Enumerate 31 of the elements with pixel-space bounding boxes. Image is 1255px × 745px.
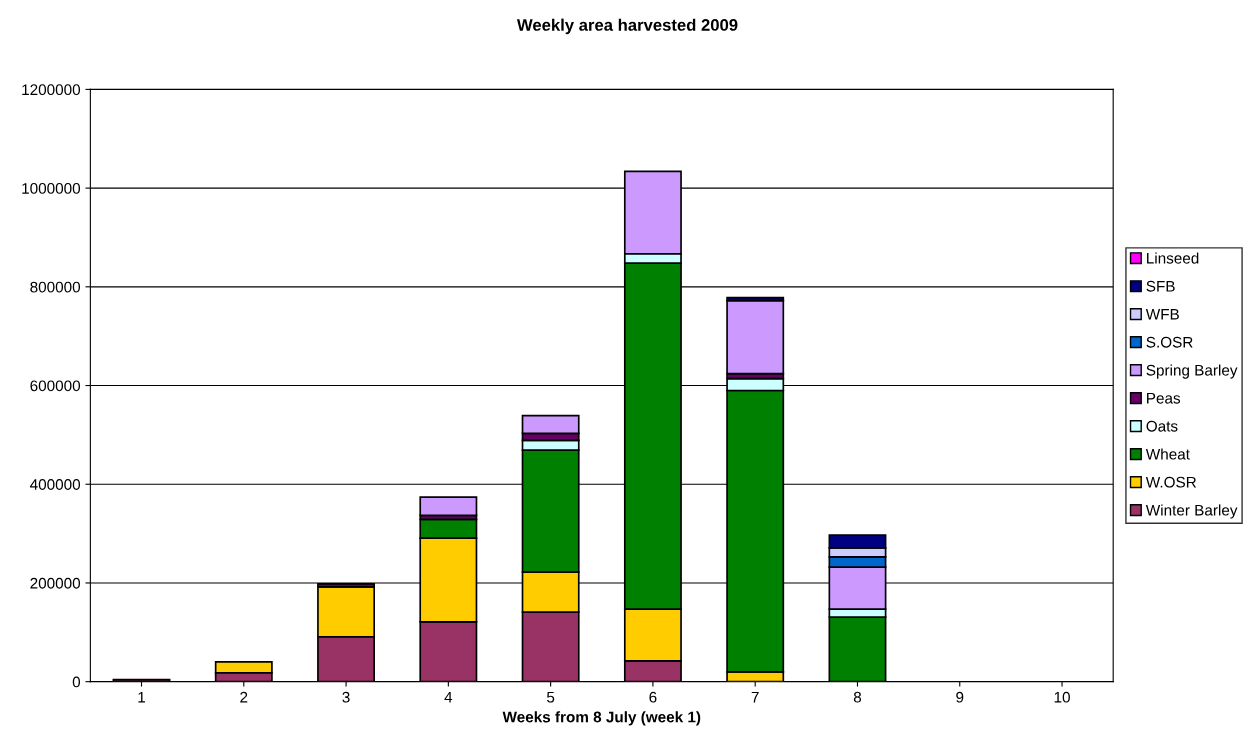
y-tick-label: 400000: [30, 479, 81, 490]
legend-label: Oats: [1146, 420, 1178, 432]
x-tick-label: 7: [751, 691, 759, 703]
x-tick-label: 6: [649, 691, 657, 703]
y-tick-label: 600000: [30, 380, 81, 392]
y-tick-label: 1000000: [22, 182, 81, 194]
x-tick-label: 4: [444, 691, 453, 703]
legend-label: W.OSR: [1145, 476, 1197, 488]
legend-label: WFB: [1145, 309, 1179, 320]
legend-label: Spring Barley: [1146, 364, 1238, 379]
y-tick-label: 0: [72, 676, 81, 688]
legend-label: SFB: [1146, 280, 1175, 292]
x-tick-label: 9: [956, 691, 964, 703]
x-tick-label: 8: [853, 691, 862, 703]
y-tick-label: 1200000: [22, 84, 81, 96]
x-tick-label: 1: [138, 691, 145, 703]
y-tick-label: 200000: [30, 577, 81, 589]
x-axis-title: Weeks from 8 July (week 1): [502, 711, 701, 726]
legend-label: S.OSR: [1146, 336, 1193, 348]
legend-label: Winter Barley: [1145, 504, 1238, 519]
bar: [726, 299, 785, 375]
y-tick-label: 800000: [30, 281, 81, 293]
x-tick-label: 3: [342, 691, 350, 703]
chart-title: Weekly area harvested 2009: [516, 18, 738, 35]
legend-label: Linseed: [1147, 252, 1199, 264]
legend-label: Peas: [1147, 392, 1181, 404]
x-tick-label: 2: [240, 691, 248, 703]
bar: [419, 496, 478, 517]
legend-label: Wheat: [1145, 448, 1190, 460]
x-tick-label: 5: [546, 691, 555, 703]
x-tick-label: 10: [1054, 691, 1070, 703]
